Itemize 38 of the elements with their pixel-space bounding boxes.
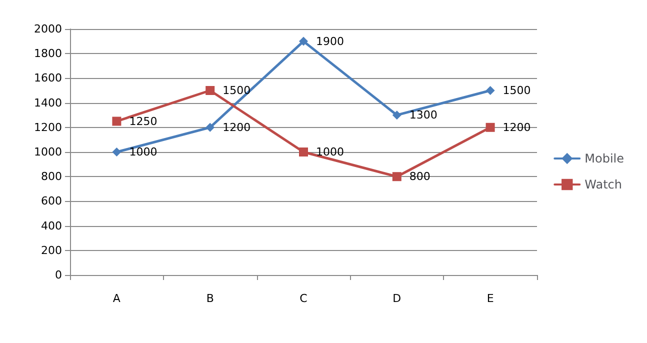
point <box>486 86 495 95</box>
y-tick-label: 400 <box>41 219 62 232</box>
data-label: 800 <box>409 170 430 184</box>
data-label: 1200 <box>222 120 251 134</box>
x-tick-label: E <box>486 292 494 305</box>
y-tick-label: 1400 <box>34 96 62 110</box>
y-tick-label: 1000 <box>34 146 62 158</box>
y-tick-label: 1800 <box>34 47 62 60</box>
y-tick-label: 0 <box>55 268 62 282</box>
data-label: 1500 <box>502 84 531 97</box>
data-label: 1250 <box>129 114 158 128</box>
y-tick-label: 200 <box>41 244 62 257</box>
point <box>392 110 402 120</box>
y-tick-label: 1600 <box>34 72 62 85</box>
data-label: 1900 <box>316 34 344 48</box>
point <box>206 122 215 132</box>
x-tick-label: D <box>392 292 402 305</box>
data-label: 1500 <box>222 84 251 97</box>
data-label: 1000 <box>316 146 344 158</box>
x-tick-label: C <box>300 292 308 305</box>
point <box>112 116 122 126</box>
point <box>112 148 122 156</box>
data-label: 1200 <box>502 120 531 134</box>
point <box>299 36 308 46</box>
point <box>299 148 308 156</box>
x-tick-label: A <box>112 292 121 305</box>
point <box>392 172 402 182</box>
data-label: 1300 <box>409 108 438 122</box>
y-tick-label: 600 <box>41 194 62 208</box>
data-label: 1000 <box>129 146 158 158</box>
y-tick-label: 1200 <box>34 120 62 134</box>
x-tick-label: B <box>206 292 214 305</box>
y-tick-label: 2000 <box>34 22 62 36</box>
point <box>206 86 215 95</box>
point <box>486 122 495 132</box>
y-tick-label: 800 <box>41 170 62 184</box>
legend-label: Watch <box>584 178 622 192</box>
legend-label: Mobile <box>584 152 624 166</box>
